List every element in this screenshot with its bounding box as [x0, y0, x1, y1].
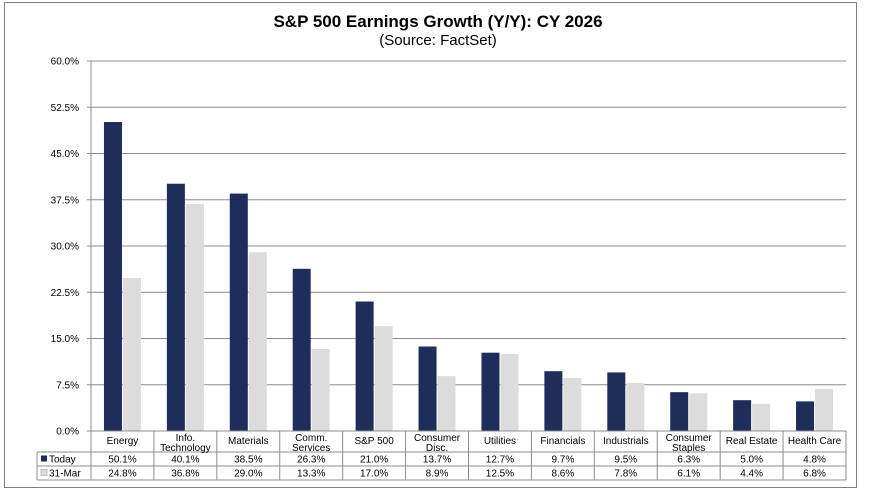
category-label: Materials — [228, 436, 269, 447]
data-label: 12.7% — [486, 455, 514, 466]
bar-31-mar — [815, 389, 834, 431]
data-label: 9.5% — [614, 455, 637, 466]
category-label: Energy — [107, 436, 139, 447]
chart-frame — [4, 2, 857, 488]
bar-today — [607, 372, 626, 431]
data-label: 21.0% — [360, 455, 388, 466]
data-label: 5.0% — [740, 455, 763, 466]
bar-31-mar — [248, 252, 267, 431]
y-tick-label: 30.0% — [51, 242, 79, 253]
y-tick-label: 45.0% — [51, 149, 79, 160]
data-label: 17.0% — [360, 469, 388, 480]
y-tick-label: 22.5% — [51, 288, 79, 299]
bar-31-mar — [689, 393, 708, 431]
data-label: 6.3% — [677, 455, 700, 466]
bar-today — [166, 183, 185, 431]
bar-31-mar — [374, 326, 393, 431]
bar-today — [103, 122, 122, 432]
data-label: 12.5% — [486, 469, 514, 480]
data-label: 6.8% — [803, 469, 826, 480]
data-label: 40.1% — [171, 455, 199, 466]
data-label: 13.3% — [297, 469, 325, 480]
chart-subtitle: (Source: FactSet) — [379, 32, 497, 49]
category-label: Comm. Services — [292, 433, 330, 454]
category-label: Financials — [540, 436, 585, 447]
category-label: Consumer Disc. — [414, 433, 461, 454]
data-label: 26.3% — [297, 455, 325, 466]
category-label: Utilities — [484, 436, 516, 447]
data-label: 13.7% — [423, 455, 451, 466]
category-label: Real Estate — [726, 436, 778, 447]
bar-31-mar — [752, 403, 771, 431]
bar-today — [481, 352, 500, 431]
legend-label: Today — [49, 455, 76, 466]
bar-31-mar — [626, 382, 645, 431]
bar-31-mar — [437, 376, 456, 431]
data-label: 24.8% — [108, 469, 136, 480]
bar-31-mar — [122, 278, 141, 431]
data-label: 29.0% — [234, 469, 262, 480]
category-label: Consumer Staples — [666, 433, 713, 454]
y-tick-label: 7.5% — [56, 380, 79, 391]
y-tick-label: 0.0% — [56, 427, 79, 438]
bar-31-mar — [563, 377, 582, 431]
bar-today — [292, 268, 311, 431]
bar-31-mar — [311, 348, 330, 431]
bar-31-mar — [185, 204, 204, 431]
category-label: Health Care — [788, 436, 842, 447]
bar-today — [229, 193, 248, 431]
y-tick-label: 37.5% — [51, 195, 79, 206]
category-label: S&P 500 — [354, 436, 394, 447]
bar-today — [733, 400, 752, 431]
data-label: 38.5% — [234, 455, 262, 466]
data-label: 4.8% — [803, 455, 826, 466]
bar-today — [544, 371, 563, 431]
data-label: 50.1% — [108, 455, 136, 466]
legend-key — [40, 469, 48, 476]
legend-label: 31-Mar — [49, 469, 81, 480]
data-label: 7.8% — [614, 469, 637, 480]
chart-title: S&P 500 Earnings Growth (Y/Y): CY 2026 — [273, 12, 603, 31]
data-label: 9.7% — [551, 455, 574, 466]
data-label: 8.6% — [551, 469, 574, 480]
bar-today — [355, 301, 374, 431]
category-label: Info. Technology — [160, 433, 211, 454]
bar-31-mar — [500, 353, 519, 431]
data-label: 6.1% — [677, 469, 700, 480]
data-label: 4.4% — [740, 469, 763, 480]
category-label: Industrials — [603, 436, 649, 447]
y-tick-label: 15.0% — [51, 334, 79, 345]
bar-today — [418, 346, 437, 431]
bar-today — [796, 401, 815, 431]
data-label: 36.8% — [171, 469, 199, 480]
data-label: 8.9% — [426, 469, 449, 480]
y-tick-label: 52.5% — [51, 103, 79, 114]
y-tick-label: 60.0% — [51, 57, 79, 68]
bar-today — [670, 392, 689, 431]
legend-key — [41, 455, 47, 462]
